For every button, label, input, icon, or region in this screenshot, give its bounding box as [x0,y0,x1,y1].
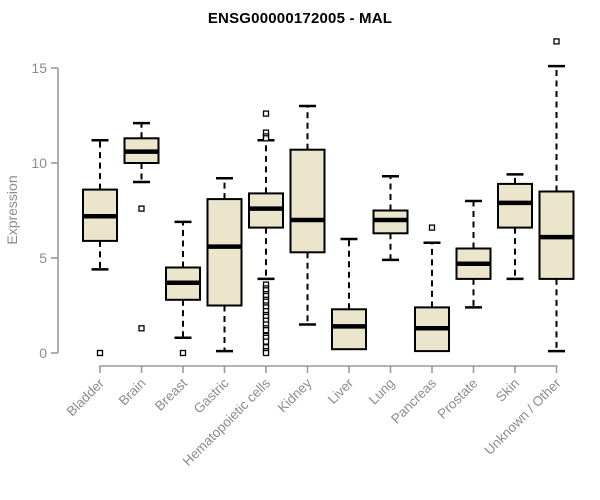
box-group-kidney [289,104,326,326]
box-group-unknown-other [538,38,575,353]
box-group-skin [497,173,533,281]
y-tick-label: 10 [31,155,47,171]
box-group-bladder [82,138,118,357]
x-category-label-skin: Skin [493,376,522,405]
outlier-point [262,327,270,334]
outlier-point [262,349,270,357]
box-skin [497,182,533,229]
x-category-label-lung: Lung [366,376,398,408]
x-category-label-brain: Brain [116,376,149,409]
chart-title: ENSG00000172005 - MAL [207,10,393,27]
x-category-label-prostate: Prostate [434,376,480,422]
outlier-point [138,205,145,212]
box-liver [331,308,367,351]
outlier-point [262,338,270,345]
x-category-label-bladder: Bladder [64,375,108,419]
outlier-point [262,110,270,117]
outlier-point [96,349,104,357]
y-tick-label: 0 [39,345,47,361]
outlier-point [138,325,145,332]
outlier-point [553,38,560,45]
x-category-label-liver: Liver [325,375,357,407]
box-group-lung [372,175,409,262]
outlier-point [428,224,436,231]
outlier-point [262,135,270,142]
x-category-label-gastric: Gastric [191,375,232,416]
x-category-label-kidney: Kidney [275,375,315,415]
y-tick-label: 15 [31,60,47,76]
box-group-hematopoietic-cells [248,110,284,357]
y-axis: 0 5 10 15 [31,60,59,361]
box-group-pancreas [414,224,450,353]
x-category-label-unknown-other: Unknown / Other [481,375,564,458]
box-kidney [289,148,326,254]
box-gastric [206,198,243,307]
box-group-prostate [455,199,492,309]
x-category-label-pancreas: Pancreas [388,375,439,426]
x-category-label-breast: Breast [152,375,190,413]
box-group-gastric [206,176,243,353]
box-group-breast [165,220,201,357]
y-tick-label: 5 [39,250,47,266]
box-group-liver [331,237,367,351]
outlier-point [179,349,187,357]
box-group-brain [123,121,160,332]
